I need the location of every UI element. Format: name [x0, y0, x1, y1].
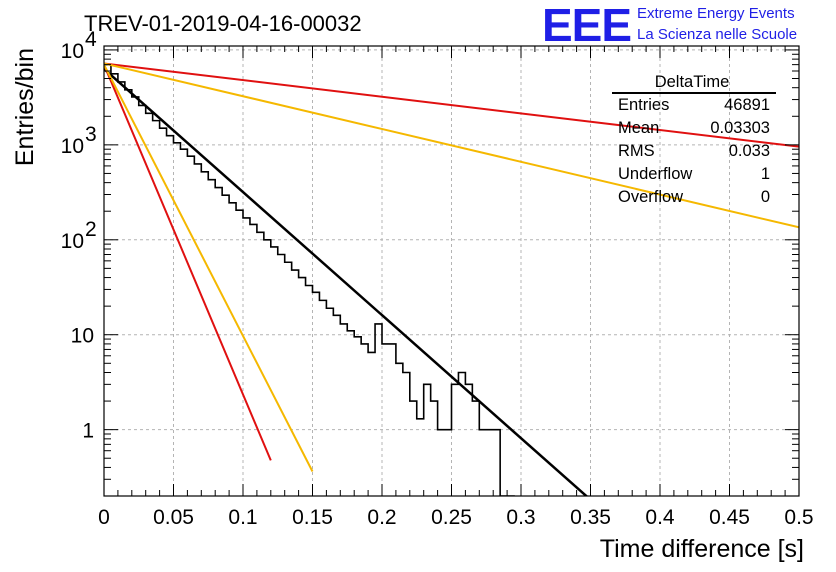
stats-row-value: 0.033 — [729, 142, 770, 160]
y-tick-label-exponent: 2 — [85, 218, 97, 241]
chart-title: TREV-01-2019-04-16-00032 — [84, 11, 362, 36]
x-tick-label: 0.25 — [431, 506, 472, 529]
eee-logo-mark: EEE — [542, 0, 631, 51]
x-tick-label: 0.35 — [570, 506, 611, 529]
fit-curve-3 — [104, 62, 799, 148]
y-tick-label-exponent: 3 — [85, 123, 97, 146]
histogram-layer — [104, 63, 515, 496]
y-axis-label: Entries/bin — [11, 48, 39, 166]
stats-row: Underflow 1 — [618, 165, 770, 183]
fit-curves-layer — [104, 62, 799, 496]
stats-row: Entries 46891 — [618, 96, 770, 114]
fit-curve-1 — [104, 64, 272, 461]
stats-row-label: RMS — [618, 142, 655, 160]
x-tick-label: 0.45 — [709, 506, 750, 529]
y-tick-label: 103 — [61, 123, 97, 158]
plot-grid — [104, 46, 799, 496]
y-tick-label-base: 10 — [71, 325, 94, 348]
y-tick-label: 104 — [61, 28, 97, 63]
stats-row-label: Entries — [618, 96, 669, 114]
stats-row-value: 0 — [761, 188, 770, 206]
stats-row: Mean 0.03303 — [618, 119, 770, 137]
stats-row-value: 46891 — [724, 96, 770, 114]
x-tick-label: 0.15 — [292, 506, 333, 529]
eee-logo: EEE Extreme Energy Events La Scienza nel… — [542, 0, 797, 51]
x-tick-label: 0.05 — [153, 506, 194, 529]
x-tick-label: 0.1 — [228, 506, 257, 529]
stats-box-title: DeltaTime — [655, 73, 730, 91]
eee-logo-line1: Extreme Energy Events — [637, 5, 795, 22]
y-tick-label: 10 — [71, 325, 94, 348]
x-axis-ticks: 0 0.05 0.1 0.15 0.2 0.25 0.3 0.35 0.4 0.45 0.5 — [98, 46, 814, 529]
y-tick-label-base: 10 — [61, 230, 84, 253]
x-tick-label: 0.5 — [784, 506, 813, 529]
stats-row-label: Underflow — [618, 165, 692, 183]
x-tick-label: 0 — [98, 506, 110, 529]
stats-row-value: 0.03303 — [710, 119, 770, 137]
eee-logo-line2: La Scienza nelle Scuole — [637, 26, 797, 43]
y-tick-label-base: 10 — [61, 40, 84, 63]
fit-curve-4 — [104, 62, 799, 229]
x-tick-label: 0.4 — [645, 506, 675, 529]
stats-row-value: 1 — [761, 165, 770, 183]
stats-row-label: Overflow — [618, 188, 683, 206]
stats-row: Overflow 0 — [618, 188, 770, 206]
histogram-outline — [104, 63, 515, 496]
y-tick-label: 1 — [82, 420, 94, 443]
x-axis-label: Time difference [s] — [600, 535, 804, 563]
stats-row-label: Mean — [618, 119, 659, 137]
x-tick-label: 0.2 — [367, 506, 396, 529]
y-tick-label-base: 1 — [82, 420, 94, 443]
fit-curve-2 — [104, 64, 314, 472]
fit-curve-0 — [104, 68, 589, 496]
stats-row: RMS 0.033 — [618, 142, 770, 160]
x-tick-label: 0.3 — [506, 506, 535, 529]
stats-box: DeltaTime Entries 46891 Mean 0.03303 RMS… — [612, 73, 776, 206]
y-tick-label: 102 — [61, 218, 97, 253]
y-tick-label-base: 10 — [61, 135, 84, 158]
y-tick-label-exponent: 4 — [85, 28, 97, 51]
